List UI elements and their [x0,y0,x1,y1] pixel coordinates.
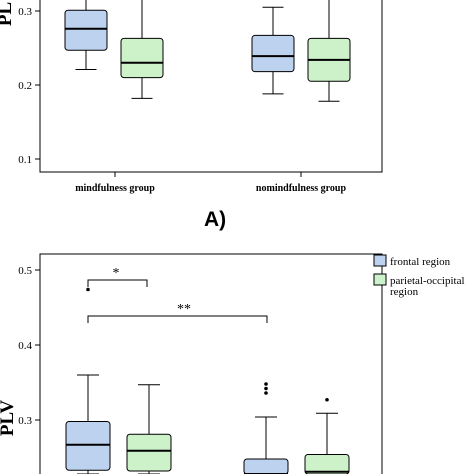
y-tick-label: 0.4 [18,340,32,352]
box-mindfulness-frontal [64,0,108,70]
significance-label: * [113,266,120,281]
outlier-point [86,287,90,292]
y-tick-label: 0.5 [18,265,32,277]
panel-a-y-axis-label: PL [0,2,16,26]
bracket-line [87,315,268,323]
panel-a-label: A) [204,208,226,231]
panel-b: PLV 0.5 0.4 0.3 * ** frontal region [0,253,467,474]
legend-swatch-frontal [373,254,387,267]
outlier-point [264,386,268,391]
box-iqr [304,454,350,474]
box-iqr [65,421,111,471]
box-nomindfulness-frontal [251,6,295,95]
panel-b-boxes [65,287,350,474]
x-category-label: mindfulness group [75,183,155,194]
box-nomindfulness-parietal-occipital [304,397,350,474]
outlier-point [264,391,268,395]
outlier-point [264,382,268,386]
significance-bracket-single: * [87,266,148,287]
y-tick-label: 0.2 [18,80,32,92]
y-tick-label: 0.3 [18,415,32,427]
y-tick-label: 0.1 [18,154,32,166]
significance-label: ** [177,302,191,317]
box-iqr [120,37,164,79]
y-tick-label: 0.3 [18,6,32,18]
box-iqr [251,34,295,73]
box-iqr [243,458,289,474]
box-nomindfulness-frontal [243,382,289,474]
significance-bracket-double: ** [87,302,268,323]
legend-label-parietal-occipital: parietal-occipital region [390,275,467,298]
box-mindfulness-frontal [65,287,111,474]
legend: frontal region parietal-occipital region [373,254,467,298]
box-mindfulness-parietal-occipital [120,0,164,99]
panel-a-boxes [64,0,351,102]
legend-label-line-2: region [390,286,419,298]
outlier-point [325,397,329,402]
box-iqr [64,9,108,51]
box-mindfulness-parietal-occipital [126,384,172,474]
bracket-line [87,279,148,287]
x-category-label: nomindfulness group [256,183,347,194]
legend-swatch-parietal-occipital [373,273,387,286]
legend-label-frontal: frontal region [390,256,451,268]
box-iqr [126,433,172,472]
box-nomindfulness-parietal-occipital [307,0,351,102]
panel-a: PL 0.3 0.2 0.1 mindfulness group nomindf… [0,0,383,231]
legend-label-line-1: parietal-occipital [390,275,465,287]
panel-b-y-axis-label: PLV [0,400,18,437]
